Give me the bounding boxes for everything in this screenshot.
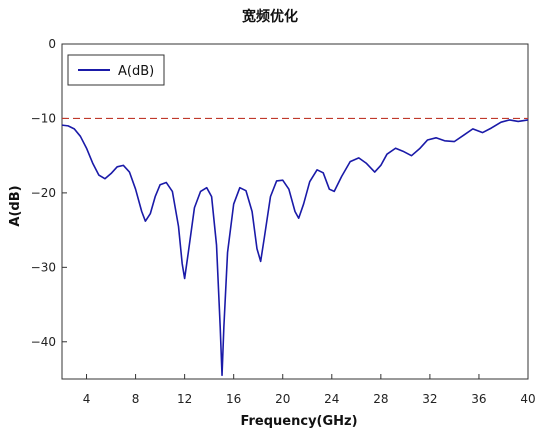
legend: A(dB) [67, 54, 165, 86]
y-axis-title: A(dB) [8, 185, 23, 226]
y-tick-label: −10 [31, 111, 56, 125]
chart-title: 宽频优化 [242, 8, 298, 25]
x-tick-label: 16 [226, 392, 241, 406]
x-axis-title: Frequency(GHz) [240, 414, 357, 429]
plot-area [61, 43, 529, 380]
y-axis: 0 −10 −20 −30 −40 [31, 37, 67, 349]
x-tick-label: 40 [520, 392, 535, 406]
x-tick-label: 32 [422, 392, 437, 406]
y-tick-label: 0 [48, 37, 56, 51]
x-tick-label: 4 [83, 392, 91, 406]
y-tick-label: −20 [31, 186, 56, 200]
x-tick-label: 36 [471, 392, 486, 406]
y-tick-label: −40 [31, 335, 56, 349]
x-tick-label: 28 [373, 392, 388, 406]
series-line-a-db [61, 119, 529, 377]
x-tick-label: 20 [275, 392, 290, 406]
x-tick-label: 24 [324, 392, 339, 406]
x-tick-label: 8 [132, 392, 140, 406]
x-tick-label: 12 [177, 392, 192, 406]
legend-label: A(dB) [118, 64, 154, 79]
x-axis: 4 8 12 16 20 24 28 32 36 40 [83, 374, 536, 406]
y-tick-label: −30 [31, 260, 56, 274]
